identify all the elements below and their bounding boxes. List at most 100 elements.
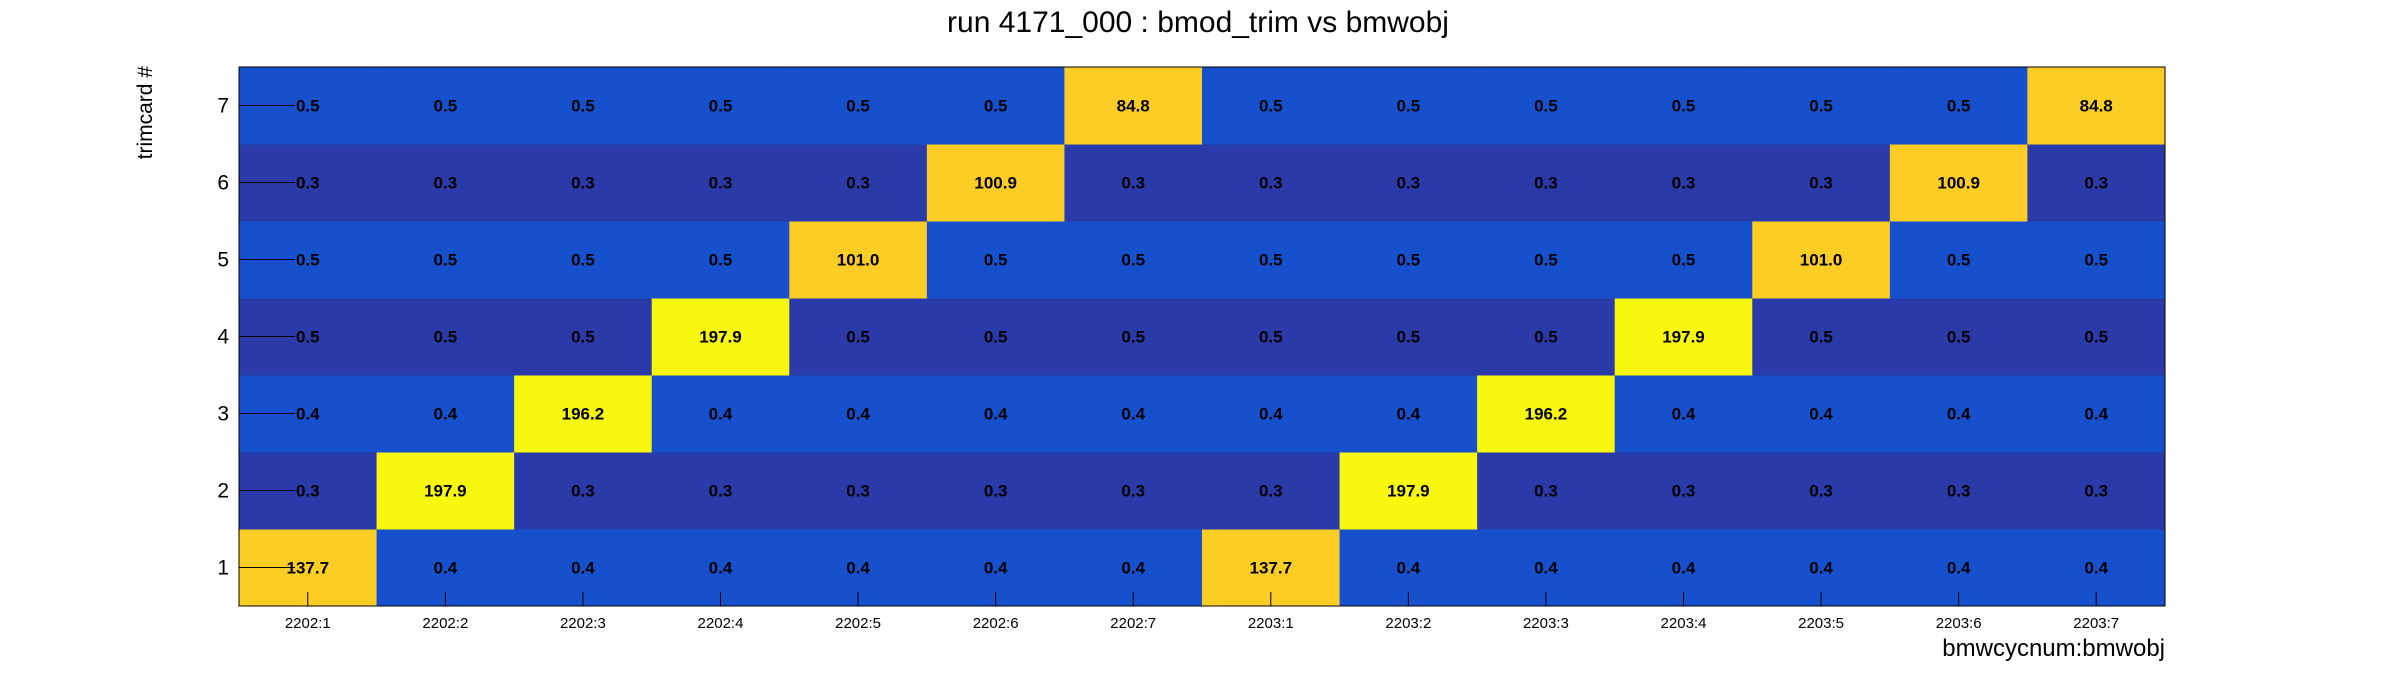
- heatmap-cell: [926, 67, 1065, 145]
- cell-value-label: 0.4: [1672, 559, 1696, 578]
- heatmap-cell: [376, 298, 515, 376]
- heatmap-cell: [926, 298, 1065, 376]
- cell-value-label: 0.4: [1534, 559, 1558, 578]
- cell-value-label: 0.3: [1121, 174, 1145, 193]
- cell-value-label: 0.5: [709, 97, 733, 116]
- cell-value-label: 0.4: [1947, 559, 1971, 578]
- cell-value-label: 0.5: [1947, 328, 1971, 347]
- heatmap-cell: [514, 67, 653, 145]
- heatmap-cell: [2027, 375, 2166, 453]
- cell-value-label: 0.3: [296, 482, 320, 501]
- heatmap-cell: [1477, 375, 1616, 453]
- cell-value-label: 0.3: [1947, 482, 1971, 501]
- cell-value-label: 0.5: [1534, 97, 1558, 116]
- heatmap-cell: [1614, 298, 1753, 376]
- cell-value-label: 101.0: [837, 251, 880, 270]
- cell-value-label: 196.2: [1525, 405, 1568, 424]
- cell-value-label: 0.3: [1121, 482, 1145, 501]
- cell-value-label: 0.5: [1121, 328, 1145, 347]
- heatmap-cell: [651, 452, 790, 530]
- cell-value-label: 0.5: [296, 328, 320, 347]
- cell-value-label: 0.5: [1672, 251, 1696, 270]
- heatmap-cell: [1614, 221, 1753, 299]
- cell-value-label: 0.5: [1397, 97, 1421, 116]
- cell-value-label: 0.4: [571, 559, 595, 578]
- cell-value-label: 0.5: [296, 251, 320, 270]
- y-tick-label: 7: [217, 95, 229, 118]
- heatmap-cell: [789, 452, 928, 530]
- heatmap-cell: [2027, 221, 2166, 299]
- cell-value-label: 0.3: [2084, 482, 2108, 501]
- heatmap-cell: [514, 452, 653, 530]
- cell-value-label: 0.5: [1534, 328, 1558, 347]
- cell-value-label: 0.3: [846, 174, 870, 193]
- heatmap-cell: [2027, 452, 2166, 530]
- heatmap-cell: [1889, 375, 2028, 453]
- heatmap-cell: [1202, 144, 1341, 222]
- heatmap-cell: [789, 375, 928, 453]
- cell-value-label: 0.5: [571, 97, 595, 116]
- cell-value-label: 0.4: [1809, 405, 1833, 424]
- x-tick-label: 2203:1: [1248, 615, 1294, 632]
- heatmap-cell: [1339, 452, 1478, 530]
- cell-value-label: 0.4: [1809, 559, 1833, 578]
- cell-value-label: 0.5: [1121, 251, 1145, 270]
- cell-value-label: 0.3: [709, 174, 733, 193]
- cell-value-label: 0.3: [1809, 174, 1833, 193]
- y-tick-label: 6: [217, 172, 229, 195]
- heatmap-cell: [1064, 221, 1203, 299]
- heatmap-cell: [1202, 452, 1341, 530]
- heatmap-cell: [1752, 144, 1891, 222]
- heatmap-cell: [1477, 298, 1616, 376]
- heatmap-cell: [1064, 375, 1203, 453]
- cell-value-label: 0.5: [1397, 251, 1421, 270]
- cell-value-label: 197.9: [1387, 482, 1430, 501]
- y-tick-label: 1: [217, 557, 229, 580]
- cell-value-label: 0.3: [1534, 482, 1558, 501]
- heatmap-cell: [1202, 375, 1341, 453]
- cell-value-label: 0.5: [1809, 97, 1833, 116]
- cell-value-label: 0.3: [1672, 174, 1696, 193]
- x-tick-label: 2203:3: [1523, 615, 1569, 632]
- heatmap-cell: [1614, 375, 1753, 453]
- heatmap-cell: [1477, 144, 1616, 222]
- x-tick-label: 2203:2: [1385, 615, 1431, 632]
- cell-value-label: 0.5: [984, 97, 1008, 116]
- cell-value-label: 0.5: [434, 328, 458, 347]
- heatmap-cell: [514, 298, 653, 376]
- cell-value-label: 0.4: [434, 559, 458, 578]
- heatmap-cell: [789, 144, 928, 222]
- heatmap-cell: [1614, 144, 1753, 222]
- cell-value-label: 0.4: [846, 559, 870, 578]
- cell-value-label: 0.5: [1672, 97, 1696, 116]
- axes-group: 2202:1 2202:2 2202:3 2202:4 2202:5 2202:6 2202…: [217, 66, 2166, 632]
- x-tick-label: 2203:5: [1798, 615, 1844, 632]
- cell-value-label: 0.3: [571, 174, 595, 193]
- cell-value-label: 0.3: [571, 482, 595, 501]
- x-tick-label: 2202:1: [285, 615, 331, 632]
- cell-value-label: 0.3: [434, 174, 458, 193]
- cell-value-label: 0.3: [2084, 174, 2108, 193]
- heatmap-cell: [1064, 298, 1203, 376]
- heatmap-cell: [1752, 375, 1891, 453]
- heatmap-cell: [789, 221, 928, 299]
- heatmap-cell: [1752, 221, 1891, 299]
- cell-value-label: 0.4: [1397, 559, 1421, 578]
- cell-value-label: 0.5: [2084, 328, 2108, 347]
- heatmap-cell: [376, 221, 515, 299]
- heatmap-cell: [651, 375, 790, 453]
- cell-value-label: 0.5: [1809, 328, 1833, 347]
- heatmap-cell: [651, 144, 790, 222]
- cell-value-label: 0.5: [1947, 251, 1971, 270]
- cell-value-label: 0.4: [1121, 405, 1145, 424]
- cell-value-label: 0.4: [1121, 559, 1145, 578]
- x-tick-label: 2202:6: [973, 615, 1019, 632]
- cell-value-label: 0.4: [709, 405, 733, 424]
- heatmap-cell: [1752, 452, 1891, 530]
- cell-value-label: 0.5: [846, 97, 870, 116]
- heatmap-cell: [926, 452, 1065, 530]
- x-axis-label: bmwcycnum:bmwobj: [1942, 635, 2165, 662]
- heatmap-cell: [376, 144, 515, 222]
- heatmap-cell: [926, 221, 1065, 299]
